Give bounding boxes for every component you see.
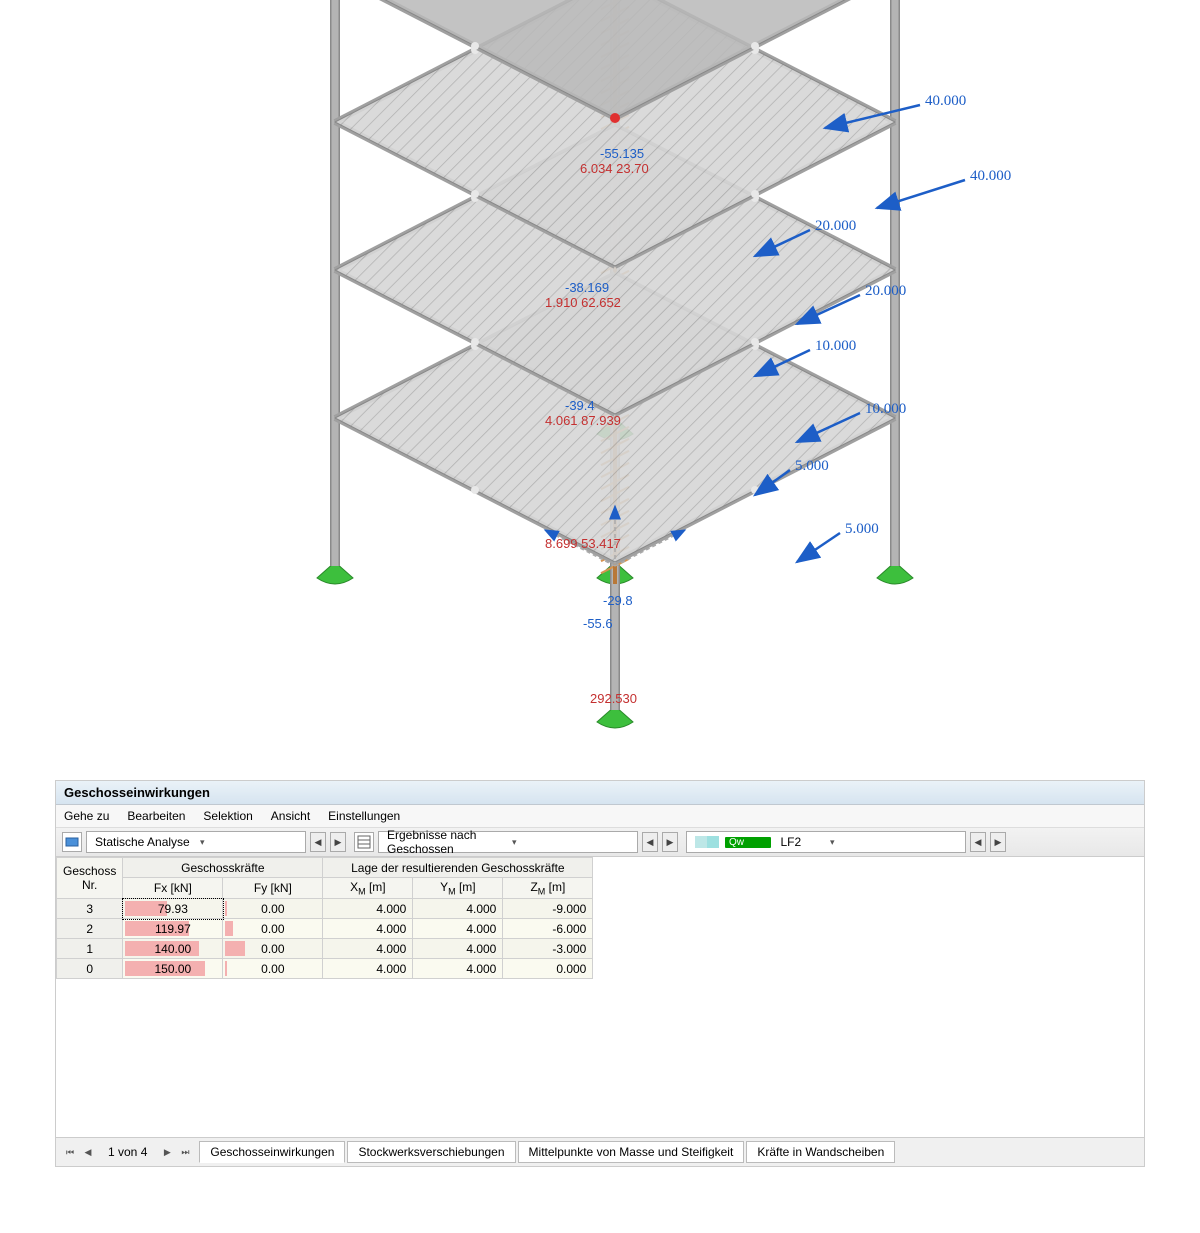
cell-nr: 2 [57, 919, 123, 939]
cell-ym: 4.000 [413, 939, 503, 959]
svg-text:-55.135: -55.135 [600, 146, 644, 161]
cell-fx[interactable]: 79.93 [123, 899, 223, 919]
svg-text:6.034 23.70: 6.034 23.70 [580, 161, 649, 176]
cell-fy: 0.00 [223, 919, 323, 939]
prev-loadcase-button[interactable]: ◀ [970, 832, 986, 852]
svg-text:1.910 62.652: 1.910 62.652 [545, 295, 621, 310]
chevron-down-icon: ▾ [508, 837, 633, 848]
analysis-dropdown-label: Statische Analyse [91, 835, 196, 849]
first-page-button[interactable]: ⏮ [62, 1144, 78, 1160]
svg-text:10.000: 10.000 [865, 401, 906, 417]
col-header-fy[interactable]: Fy [kN] [223, 878, 323, 899]
svg-text:292.530: 292.530 [590, 691, 637, 706]
tab-2[interactable]: Mittelpunkte von Masse und Steifigkeit [518, 1141, 745, 1163]
results-dropdown[interactable]: Ergebnisse nach Geschossen ▾ [378, 831, 638, 853]
cell-ym: 4.000 [413, 959, 503, 979]
svg-text:20.000: 20.000 [865, 283, 906, 299]
svg-text:5.000: 5.000 [795, 458, 829, 474]
cell-xm: 4.000 [323, 959, 413, 979]
svg-text:-39.4: -39.4 [565, 398, 595, 413]
cell-fx[interactable]: 119.97 [123, 919, 223, 939]
col-header-xm[interactable]: XM [m] [323, 878, 413, 899]
svg-text:-29.8: -29.8 [603, 593, 633, 608]
cell-fy: 0.00 [223, 899, 323, 919]
svg-text:5.000: 5.000 [845, 521, 879, 537]
table-row[interactable]: 2119.970.004.0004.000-6.000 [57, 919, 593, 939]
cell-nr: 1 [57, 939, 123, 959]
cell-xm: 4.000 [323, 899, 413, 919]
model-viewport[interactable]: -55.1356.034 23.70 -38.1691.910 62.652 -39… [55, 0, 1145, 760]
tab-1[interactable]: Stockwerksverschiebungen [347, 1141, 515, 1163]
svg-text:40.000: 40.000 [925, 93, 966, 109]
next-page-button[interactable]: ▶ [159, 1144, 175, 1160]
cell-nr: 3 [57, 899, 123, 919]
menu-bar: Gehe zu Bearbeiten Selektion Ansicht Einstel… [56, 805, 1144, 828]
col-header-zm[interactable]: ZM [m] [503, 878, 593, 899]
cell-fx[interactable]: 140.00 [123, 939, 223, 959]
next-analysis-button[interactable]: ▶ [330, 832, 346, 852]
cell-zm: -3.000 [503, 939, 593, 959]
qw-badge: Qw [725, 837, 771, 848]
tab-3[interactable]: Kräfte in Wandscheiben [746, 1141, 895, 1163]
col-group-forces: Geschosskräfte [123, 858, 323, 878]
menu-bearbeiten[interactable]: Bearbeiten [127, 809, 185, 823]
cell-fy: 0.00 [223, 959, 323, 979]
loadcase-label: LF2 [777, 835, 823, 849]
cell-fy: 0.00 [223, 939, 323, 959]
next-loadcase-button[interactable]: ▶ [990, 832, 1006, 852]
svg-text:20.000: 20.000 [815, 218, 856, 234]
col-header-ym[interactable]: YM [m] [413, 878, 503, 899]
chevron-down-icon: ▾ [196, 837, 301, 848]
cell-zm: -6.000 [503, 919, 593, 939]
last-page-button[interactable]: ⏭ [177, 1144, 193, 1160]
svg-text:10.000: 10.000 [815, 338, 856, 354]
col-group-position: Lage der resultierenden Geschosskräfte [323, 858, 593, 878]
prev-page-button[interactable]: ◀ [80, 1144, 96, 1160]
table-row[interactable]: 379.930.004.0004.000-9.000 [57, 899, 593, 919]
cell-fx[interactable]: 150.00 [123, 959, 223, 979]
prev-analysis-button[interactable]: ◀ [310, 832, 326, 852]
toolbar: Statische Analyse ▾ ◀ ▶ Ergebnisse nach … [56, 828, 1144, 857]
cell-ym: 4.000 [413, 899, 503, 919]
cell-xm: 4.000 [323, 919, 413, 939]
table-row[interactable]: 0150.000.004.0004.0000.000 [57, 959, 593, 979]
menu-ansicht[interactable]: Ansicht [271, 809, 310, 823]
svg-text:40.000: 40.000 [970, 168, 1011, 184]
chevron-down-icon: ▾ [826, 837, 961, 848]
results-table-wrap: Geschoss Nr. Geschosskräfte Lage der res… [56, 857, 1144, 1137]
cell-xm: 4.000 [323, 939, 413, 959]
cell-zm: -9.000 [503, 899, 593, 919]
col-header-nr[interactable]: Geschoss Nr. [57, 858, 123, 899]
menu-gehe zu[interactable]: Gehe zu [64, 809, 109, 823]
panel-title: Geschosseinwirkungen [56, 781, 1144, 805]
analysis-icon[interactable] [62, 832, 82, 852]
col-header-fx[interactable]: Fx [kN] [123, 878, 223, 899]
cell-ym: 4.000 [413, 919, 503, 939]
table-row[interactable]: 1140.000.004.0004.000-3.000 [57, 939, 593, 959]
results-table: Geschoss Nr. Geschosskräfte Lage der res… [56, 857, 593, 979]
footer-bar: ⏮ ◀ 1 von 4 ▶ ⏭ GeschosseinwirkungenStoc… [56, 1137, 1144, 1166]
results-panel: Geschosseinwirkungen Gehe zu Bearbeiten Se… [55, 780, 1145, 1167]
svg-text:8.699 53.417: 8.699 53.417 [545, 536, 621, 551]
svg-text:-55.6: -55.6 [583, 616, 613, 631]
cell-nr: 0 [57, 959, 123, 979]
results-icon[interactable] [354, 832, 374, 852]
prev-results-button[interactable]: ◀ [642, 832, 658, 852]
next-results-button[interactable]: ▶ [662, 832, 678, 852]
svg-text:4.061 87.939: 4.061 87.939 [545, 413, 621, 428]
results-dropdown-label: Ergebnisse nach Geschossen [383, 828, 508, 856]
menu-selektion[interactable]: Selektion [203, 809, 252, 823]
svg-text:-38.169: -38.169 [565, 280, 609, 295]
cell-zm: 0.000 [503, 959, 593, 979]
page-indicator: 1 von 4 [98, 1145, 157, 1159]
loadcase-dropdown[interactable]: Qw LF2 ▾ [686, 831, 966, 853]
analysis-dropdown[interactable]: Statische Analyse ▾ [86, 831, 306, 853]
tab-0[interactable]: Geschosseinwirkungen [199, 1141, 345, 1163]
menu-einstellungen[interactable]: Einstellungen [328, 809, 400, 823]
